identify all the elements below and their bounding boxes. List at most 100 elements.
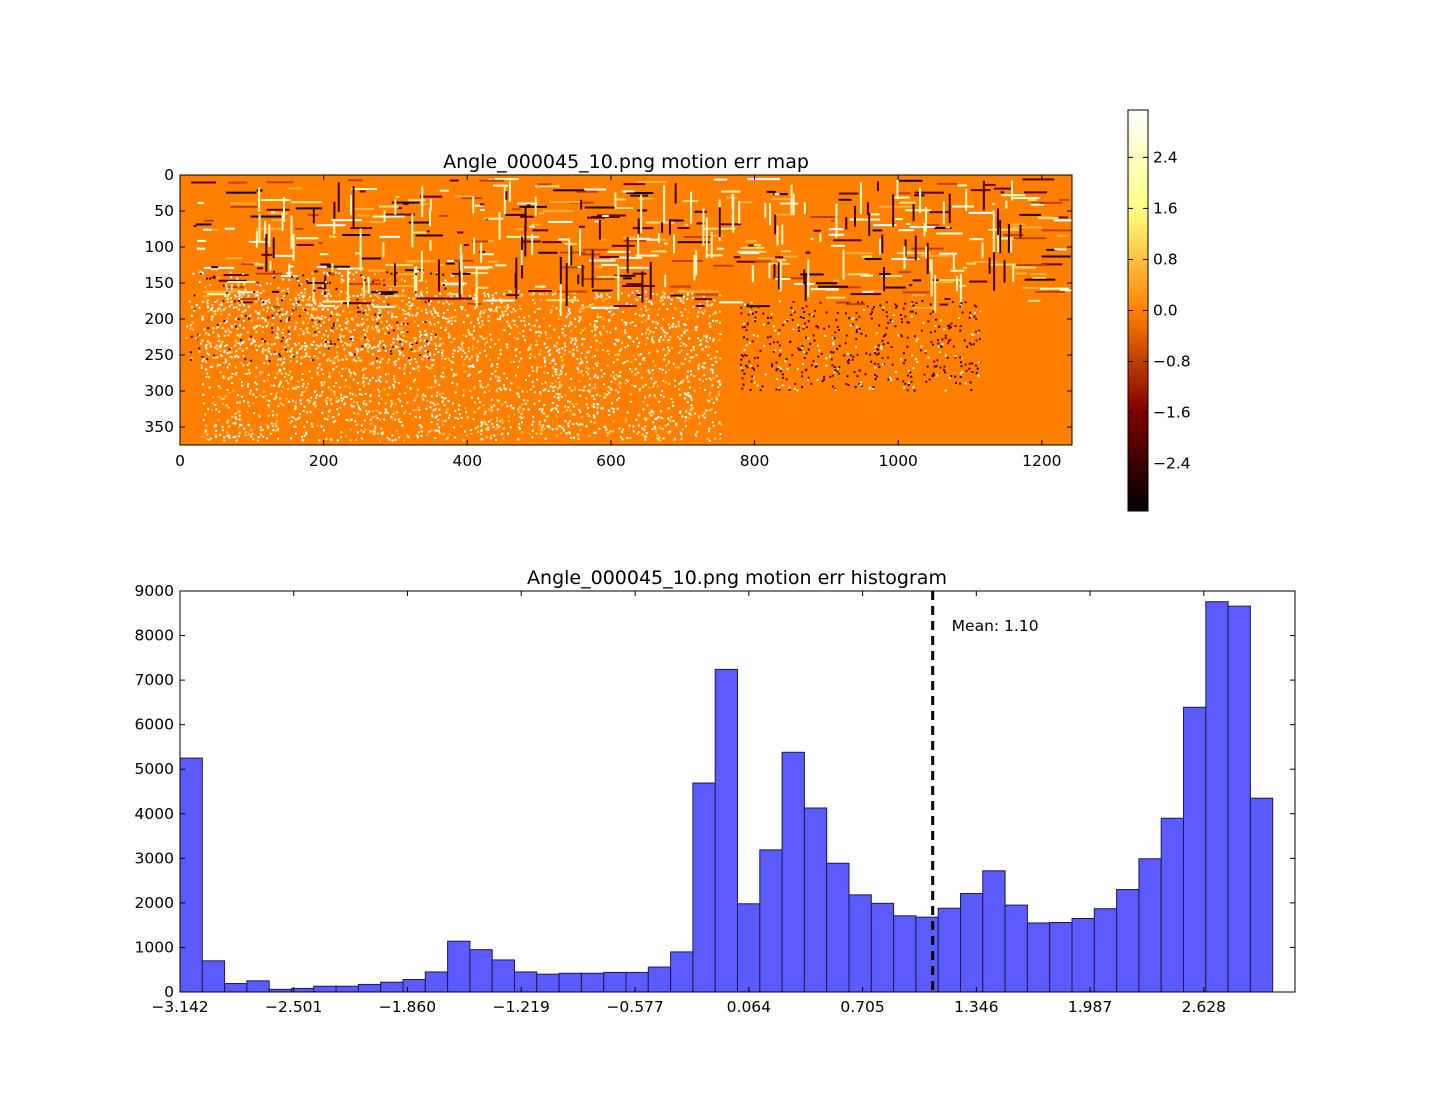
- heatmap-pixel: [377, 388, 380, 391]
- heatmap-pixel: [225, 320, 228, 323]
- heatmap-streak: [347, 179, 363, 182]
- heatmap-pixel: [711, 371, 714, 374]
- heatmap-pixel: [353, 328, 356, 331]
- heatmap-pixel: [975, 305, 978, 308]
- heatmap-pixel: [608, 392, 611, 395]
- heatmap-pixel: [205, 361, 208, 364]
- heatmap-pixel: [941, 338, 944, 341]
- heatmap-pixel: [214, 300, 217, 303]
- heatmap-pixel: [392, 345, 395, 348]
- histogram-bar: [469, 949, 493, 993]
- heatmap-streak: [317, 286, 325, 289]
- heatmap-pixel: [554, 380, 557, 383]
- heatmap-pixel: [602, 383, 605, 386]
- heatmap-pixel: [797, 326, 800, 329]
- heatmap-pixel: [235, 417, 238, 420]
- heatmap-pixel: [544, 381, 547, 384]
- heatmap-pixel: [454, 416, 457, 419]
- heatmap-pixel: [944, 354, 947, 357]
- heatmap-streak: [1012, 197, 1040, 200]
- heatmap-pixel: [481, 323, 484, 326]
- heatmap-pixel: [232, 422, 235, 425]
- heatmap-pixel: [258, 415, 261, 418]
- heatmap-pixel: [189, 358, 192, 361]
- heatmap-pixel: [247, 331, 250, 334]
- heatmap-pixel: [973, 315, 976, 318]
- heatmap-pixel: [230, 303, 233, 306]
- heatmap-pixel: [684, 329, 687, 332]
- heatmap-pixel: [793, 387, 796, 390]
- heatmap-edge: [420, 250, 423, 282]
- heatmap-pixel: [277, 385, 280, 388]
- heatmap-pixel: [215, 435, 218, 438]
- heatmap-pixel: [312, 299, 315, 302]
- heatmap-pixel: [900, 334, 903, 337]
- heatmap-pixel: [285, 312, 288, 315]
- heatmap-pixel: [254, 344, 257, 347]
- heatmap-pixel: [440, 375, 443, 378]
- heatmap-pixel: [572, 436, 575, 439]
- heatmap-pixel: [344, 435, 347, 438]
- heatmap-pixel: [701, 365, 704, 368]
- heatmap-pixel: [606, 434, 609, 437]
- heatmap-edge: [868, 212, 871, 236]
- heatmap-pixel: [447, 336, 450, 339]
- heatmap-edge: [1007, 223, 1010, 253]
- heatmap-pixel: [207, 299, 210, 302]
- heatmap-pixel: [570, 389, 573, 392]
- histogram-x-tick-label: 0.064: [727, 998, 771, 1016]
- heatmap-pixel: [425, 365, 428, 368]
- heatmap-pixel: [521, 431, 524, 434]
- heatmap-streak: [324, 273, 335, 276]
- heatmap-pixel: [612, 410, 615, 413]
- heatmap-streak: [463, 266, 493, 269]
- heatmap-pixel: [844, 342, 847, 345]
- heatmap-pixel: [355, 315, 358, 318]
- heatmap-streak: [719, 223, 741, 226]
- heatmap-pixel: [427, 341, 430, 344]
- heatmap-pixel: [832, 343, 835, 346]
- heatmap-pixel: [907, 369, 910, 372]
- heatmap-pixel: [267, 350, 270, 353]
- heatmap-pixel: [304, 342, 307, 345]
- heatmap-pixel: [520, 319, 523, 322]
- heatmap-pixel: [643, 417, 646, 420]
- heatmap-pixel: [198, 347, 201, 350]
- heatmap-pixel: [535, 319, 538, 322]
- heatmap-pixel: [495, 308, 498, 311]
- heatmap-streak: [577, 266, 582, 269]
- heatmap-pixel: [406, 322, 409, 325]
- heatmap-pixel: [561, 366, 564, 369]
- heatmap-streak: [387, 285, 414, 288]
- heatmap-pixel: [679, 337, 682, 340]
- heatmap-pixel: [333, 362, 336, 365]
- heatmap-pixel: [444, 357, 447, 360]
- histogram-bar: [491, 959, 516, 993]
- heatmap-pixel: [311, 344, 314, 347]
- heatmap-pixel: [248, 372, 251, 375]
- histogram-x-tick-label: 1.346: [954, 998, 998, 1016]
- heatmap-pixel: [581, 343, 584, 346]
- heatmap-pixel: [429, 406, 432, 409]
- histogram-x-tick-label: −2.501: [265, 998, 322, 1016]
- heatmap-pixel: [260, 291, 263, 294]
- heatmap-pixel: [398, 350, 401, 353]
- heatmap-pixel: [333, 385, 336, 388]
- heatmap-pixel: [901, 321, 904, 324]
- heatmap-pixel: [651, 335, 654, 338]
- heatmap-pixel: [447, 332, 450, 335]
- heatmap-pixel: [240, 381, 243, 384]
- heatmap-pixel: [564, 420, 567, 423]
- heatmap-pixel: [281, 331, 284, 334]
- heatmap-pixel: [290, 420, 293, 423]
- heatmap-pixel: [539, 349, 542, 352]
- heatmap-pixel: [322, 290, 325, 293]
- heatmap-pixel: [366, 318, 369, 321]
- heatmap-pixel: [281, 403, 284, 406]
- heatmap-pixel: [628, 336, 631, 339]
- heatmap-edge: [458, 261, 461, 300]
- heatmap-pixel: [213, 425, 216, 428]
- heatmap-pixel: [197, 333, 200, 336]
- heatmap-pixel: [261, 299, 264, 302]
- heatmap-pixel: [423, 333, 426, 336]
